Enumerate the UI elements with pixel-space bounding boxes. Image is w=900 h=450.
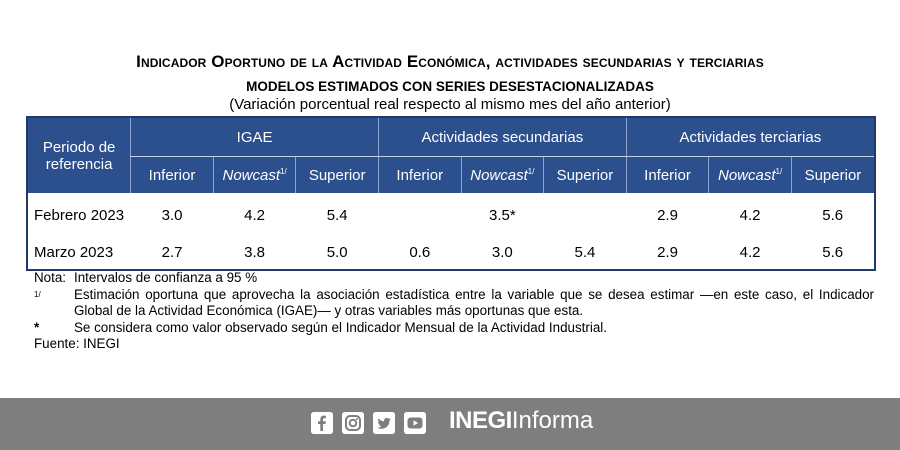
footnote-text-star: Se considera como valor observado según … [74, 319, 607, 335]
col-inferior: Inferior [377, 156, 462, 193]
table-cell: 2.9 [657, 207, 678, 224]
table-cell [544, 193, 627, 234]
note-text: Intervalos de confianza a 95 % [74, 270, 258, 285]
row-period: Febrero 2023 [34, 207, 125, 224]
col-superior: Superior [543, 156, 627, 193]
table-cell: 3.0 [161, 207, 183, 224]
col-nowcast: Nowcast1/ [708, 156, 792, 193]
table-cell: 0.6 [409, 244, 431, 261]
table-cell: 5.4 [574, 244, 596, 261]
report-title: Indicador Oportuno de la Actividad Econó… [136, 52, 764, 71]
table-cell: 2.9 [657, 244, 678, 261]
table-cell: 4.2 [739, 207, 761, 224]
facebook-icon[interactable] [311, 412, 333, 434]
twitter-icon[interactable] [373, 412, 395, 434]
table-cell: 5.0 [326, 244, 348, 261]
table-cell: 3.8 [244, 244, 266, 261]
table-cell: 5.4 [326, 207, 348, 224]
group-header-secundarias: Actividades secundarias [377, 118, 627, 157]
col-inferior: Inferior [130, 156, 214, 193]
table-row: Febrero 2023 3.0 4.2 5.4 3.5* 2.9 4.2 5.… [28, 193, 874, 234]
table-cell: 3.5* [488, 207, 516, 224]
table-cell: 2.7 [161, 244, 183, 261]
table-cell: 4.2 [739, 244, 761, 261]
table-cell: 5.6 [822, 244, 844, 261]
row-period: Marzo 2023 [34, 244, 114, 261]
col-superior: Superior [790, 156, 874, 193]
report-subtitle-units: (Variación porcentual real respecto al m… [229, 96, 671, 113]
table-row: Marzo 2023 2.7 3.8 5.0 0.6 3.0 5.4 2.9 4… [28, 234, 874, 271]
table-cell [378, 193, 461, 234]
table-cell: 3.0 [491, 244, 513, 261]
report-subtitle: MODELOS ESTIMADOS CON SERIES DESESTACION… [246, 79, 654, 94]
table-cell: 4.2 [244, 207, 266, 224]
footnote-marker-star: * [34, 319, 40, 335]
social-icons [311, 412, 426, 434]
footer-bar: INEGIInforma [0, 398, 900, 450]
col-inferior: Inferior [625, 156, 709, 193]
col-superior: Superior [295, 156, 379, 193]
period-header: Periodo de referencia [28, 118, 131, 193]
group-header-terciarias: Actividades terciarias [625, 118, 874, 157]
inegi-informa-logo: INEGIInforma [449, 407, 594, 434]
col-nowcast: Nowcast1/ [212, 156, 296, 193]
estimates-table: Periodo de referencia IGAE Actividades s… [26, 116, 876, 271]
table-cell: 5.6 [822, 207, 844, 224]
source-note: Fuente: INEGI [34, 336, 120, 351]
col-nowcast: Nowcast1/ [460, 156, 544, 193]
group-header-igae: IGAE [130, 118, 379, 157]
table-notes: Nota: Intervalos de confianza a 95 % 1/ … [34, 270, 874, 353]
note-label: Nota: [34, 270, 67, 285]
youtube-icon[interactable] [404, 412, 426, 434]
footnote-text-1: Estimación oportuna que aprovecha la aso… [74, 286, 874, 319]
footnote-marker-1: 1/ [34, 289, 41, 299]
instagram-icon[interactable] [342, 412, 364, 434]
